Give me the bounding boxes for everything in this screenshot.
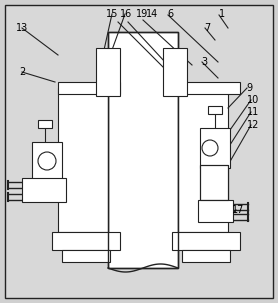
Bar [108, 32, 178, 268]
Bar [178, 82, 240, 94]
Text: 6: 6 [167, 9, 173, 19]
Text: 9: 9 [246, 83, 252, 93]
Bar [58, 88, 108, 232]
Bar [58, 82, 120, 94]
Text: 7: 7 [204, 23, 210, 33]
Bar [108, 32, 178, 268]
Bar [182, 250, 230, 262]
Text: 10: 10 [247, 95, 259, 105]
Bar [172, 232, 240, 250]
Text: 14: 14 [146, 9, 158, 19]
Bar [200, 165, 228, 200]
Text: 2: 2 [19, 67, 25, 77]
Text: 15: 15 [106, 9, 118, 19]
Text: 16: 16 [120, 9, 132, 19]
Bar [32, 142, 62, 180]
Bar [96, 48, 120, 96]
Bar [38, 120, 52, 128]
Bar [200, 128, 230, 168]
Text: 19: 19 [136, 9, 148, 19]
Text: 1: 1 [219, 9, 225, 19]
Bar [163, 48, 187, 96]
Text: 12: 12 [247, 120, 259, 130]
Bar [200, 165, 228, 200]
Text: 11: 11 [247, 107, 259, 117]
Text: 17: 17 [232, 205, 244, 215]
Bar [178, 88, 228, 232]
Bar [208, 106, 222, 114]
Bar [22, 178, 66, 202]
Text: 13: 13 [16, 23, 28, 33]
Bar [198, 200, 233, 222]
Text: 3: 3 [201, 57, 207, 67]
Bar [62, 250, 110, 262]
Bar [52, 232, 120, 250]
